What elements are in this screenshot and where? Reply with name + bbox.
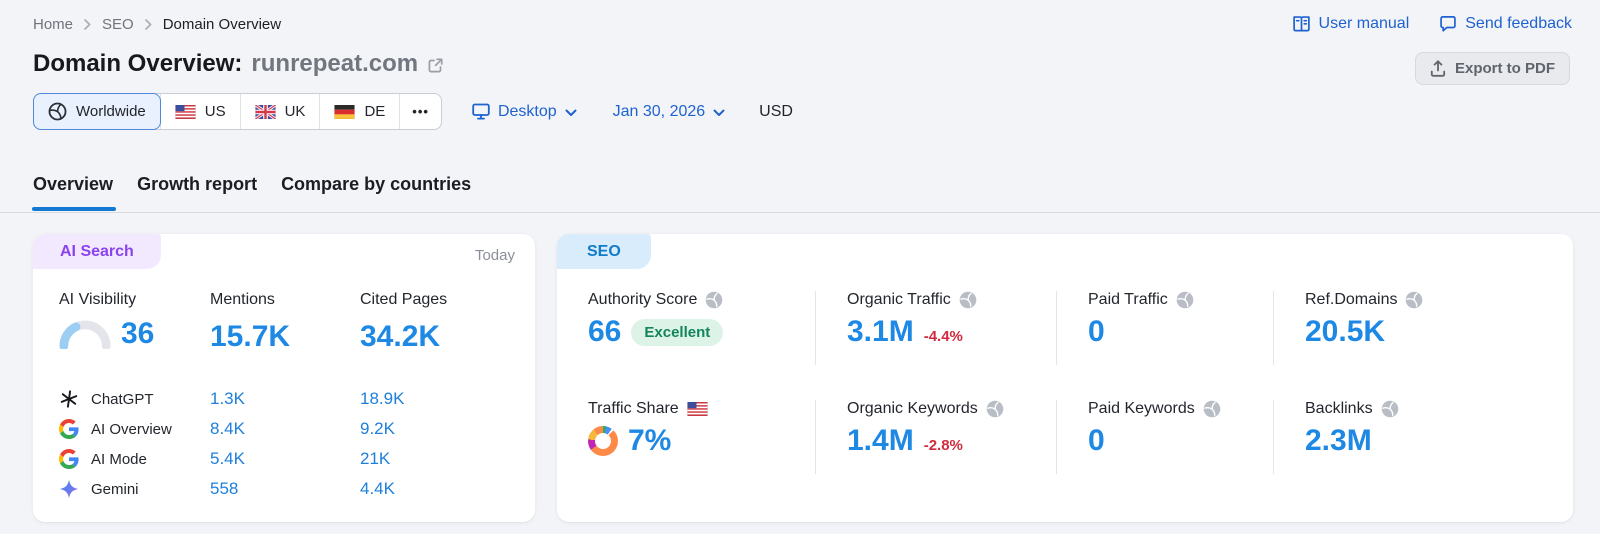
mentions-label: Mentions [210,291,275,308]
ellipsis-icon: ••• [412,104,429,119]
more-locations-button[interactable]: ••• [399,94,441,129]
chat-bubble-icon [1439,15,1457,33]
globe-info-icon [1405,291,1423,309]
currency-label: USD [759,102,793,120]
cited-pages-value[interactable]: 34.2K [360,320,441,353]
row-mentions-value[interactable]: 5.4K [210,449,245,468]
table-row: AI Overview 8.4K 9.2K [59,414,519,444]
traffic-share-value[interactable]: 7% [628,424,672,457]
report-tabs: Overview Growth report Compare by countr… [31,174,472,211]
row-mentions-value[interactable]: 8.4K [210,419,245,438]
location-uk[interactable]: UK [239,94,320,129]
chatgpt-icon [59,389,79,409]
book-icon [1292,15,1311,33]
gemini-icon [59,479,79,499]
ai-visibility-gauge-fill [59,320,111,349]
backlinks-value[interactable]: 2.3M [1305,424,1372,457]
table-row: AI Mode 5.4K 21K [59,444,519,474]
breadcrumb: Home SEO Domain Overview [33,16,281,33]
traffic-share-donut [588,426,618,456]
row-mentions-value[interactable]: 558 [210,479,239,498]
seo-card: SEO Authority Score 66 Excellent Organic… [557,234,1573,522]
paid-traffic-value[interactable]: 0 [1088,315,1105,348]
organic-traffic-change: -4.4% [923,328,963,345]
chevron-right-icon [84,19,91,30]
google-icon [59,419,79,439]
paid-keywords-value[interactable]: 0 [1088,424,1105,457]
us-flag-icon [686,402,708,416]
row-cited-pages-value[interactable]: 21K [360,449,391,468]
ref-domains-value[interactable]: 20.5K [1305,315,1386,348]
table-row: Gemini 558 4.4K [59,474,519,504]
monitor-icon [472,103,490,120]
globe-info-icon [986,400,1004,418]
authority-score-rating-badge: Excellent [631,318,724,346]
breadcrumb-seo[interactable]: SEO [102,16,134,33]
globe-info-icon [705,291,723,309]
breadcrumb-domain-overview: Domain Overview [162,16,282,33]
location-de[interactable]: DE [319,94,399,129]
location-worldwide[interactable]: Worldwide [33,93,161,130]
location-us[interactable]: US [159,94,240,129]
upload-icon [1430,60,1446,77]
de-flag-icon [334,104,356,119]
organic-keywords-change: -2.8% [923,437,963,454]
metric-paid-keywords: Paid Keywords 0 [1056,400,1273,509]
metric-paid-traffic: Paid Traffic 0 [1056,291,1273,400]
period-label: Today [474,247,515,264]
location-segmented-control: Worldwide US UK DE ••• [33,93,442,130]
google-icon [59,449,79,469]
tab-growth-report[interactable]: Growth report [137,174,258,194]
date-select[interactable]: Jan 30, 2026 [613,103,726,121]
row-cited-pages-value[interactable]: 4.4K [360,479,395,498]
row-mentions-value[interactable]: 1.3K [210,389,245,408]
globe-info-icon [1381,400,1399,418]
organic-traffic-value[interactable]: 3.1M [847,315,914,348]
uk-flag-icon [254,104,276,119]
chevron-down-icon [713,109,725,117]
filter-bar: Worldwide US UK DE ••• Desktop Jan 30, 2… [33,93,793,130]
tab-overview[interactable]: Overview [31,174,117,211]
ai-search-card: AI Search Today AI Visibility Mentions C… [33,234,535,522]
organic-keywords-value[interactable]: 1.4M [847,424,914,457]
external-link-icon[interactable] [427,57,444,74]
ai-visibility-label: AI Visibility [59,291,137,308]
authority-score-value[interactable]: 66 [588,315,622,348]
us-flag-icon [175,104,196,119]
page-title: Domain Overview: runrepeat.com [33,50,444,78]
metric-organic-traffic: Organic Traffic 3.1M -4.4% [815,291,1056,400]
header-links: User manual Send feedback [1292,15,1572,33]
row-cited-pages-value[interactable]: 18.9K [360,389,405,408]
cited-pages-label: Cited Pages [360,291,448,308]
tab-compare-by-countries[interactable]: Compare by countries [281,174,472,194]
metric-organic-keywords: Organic Keywords 1.4M -2.8% [815,400,1056,509]
seo-metrics-grid: Authority Score 66 Excellent Organic Tra… [588,291,1561,509]
domain-name: runrepeat.com [251,50,419,77]
row-cited-pages-value[interactable]: 9.2K [360,419,395,438]
globe-icon [48,102,67,121]
ai-visibility-gauge [59,320,111,349]
metric-authority-score: Authority Score 66 Excellent [588,291,815,400]
breadcrumb-home[interactable]: Home [33,16,74,33]
metric-traffic-share: Traffic Share 7% [588,400,815,509]
globe-info-icon [1176,291,1194,309]
chevron-down-icon [565,109,577,117]
ai-search-badge: AI Search [33,234,161,269]
chevron-right-icon [144,19,152,30]
export-to-pdf-button[interactable]: Export to PDF [1415,52,1570,85]
globe-info-icon [959,291,977,309]
metric-backlinks: Backlinks 2.3M [1273,400,1561,509]
table-row: ChatGPT 1.3K 18.9K [59,384,519,414]
globe-info-icon [1203,400,1221,418]
ai-visibility-value[interactable]: 36 [121,317,155,350]
send-feedback-link[interactable]: Send feedback [1439,15,1572,33]
device-select[interactable]: Desktop [472,103,577,121]
tabs-divider [0,212,1600,213]
seo-badge: SEO [557,234,651,269]
metric-ref-domains: Ref.Domains 20.5K [1273,291,1561,400]
mentions-value[interactable]: 15.7K [210,320,291,353]
ai-source-rows: ChatGPT 1.3K 18.9K AI Overview 8.4K 9.2K… [59,384,519,504]
user-manual-link[interactable]: User manual [1292,15,1409,33]
